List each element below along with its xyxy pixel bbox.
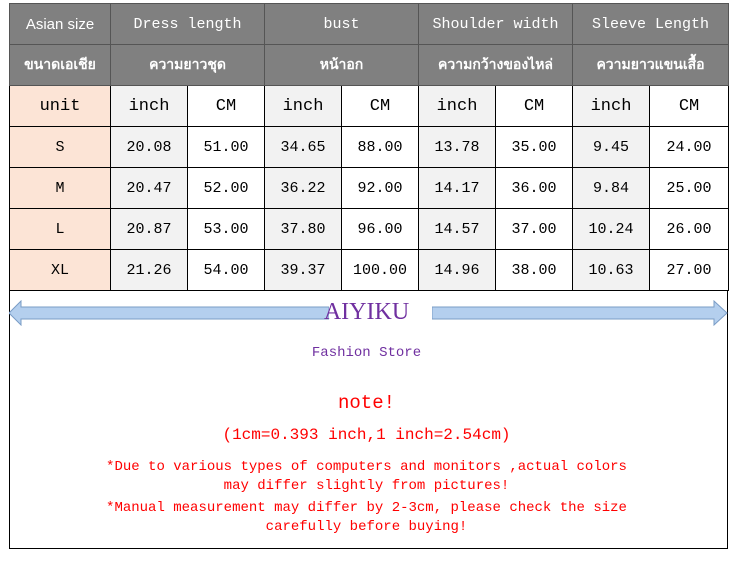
cm-value-cell: 26.00 xyxy=(649,208,730,250)
size-cell: M xyxy=(9,167,111,209)
cm-value-cell: 92.00 xyxy=(340,167,420,209)
inch-value-cell: 20.87 xyxy=(110,208,188,250)
size-chart-table: Asian size Dress length bust Shoulder wi… xyxy=(9,3,730,291)
header-sleeve: Sleeve Length xyxy=(572,3,730,45)
header-shoulder: Shoulder width xyxy=(418,3,574,45)
table-row: S 20.08 51.00 34.65 88.00 13.78 35.00 9.45 24.00 xyxy=(9,126,730,168)
unit-label: unit xyxy=(9,85,111,127)
inch-value-cell: 20.08 xyxy=(110,126,188,168)
inch-value-cell: 20.47 xyxy=(110,167,188,209)
inch-value-cell: 14.96 xyxy=(418,249,497,291)
disclaimer-measure: *Manual measurement may differ by 2-3cm,… xyxy=(106,500,627,516)
table-row: M 20.47 52.00 36.22 92.00 14.17 36.00 9.84 25.00 xyxy=(9,167,730,209)
cm-value-cell: 27.00 xyxy=(649,249,730,291)
right-arrow-icon xyxy=(432,300,728,326)
inch-value-cell: 34.65 xyxy=(264,126,342,168)
brand-name: AIYIKU xyxy=(323,299,410,325)
cm-value-cell: 54.00 xyxy=(187,249,265,291)
header-thai-bust: หน้าอก xyxy=(263,44,420,86)
table-row: L 20.87 53.00 37.80 96.00 14.57 37.00 10.24 26.0… xyxy=(9,208,730,250)
inch-value-cell: 10.24 xyxy=(572,208,651,250)
disclaimer-colors-2: may differ slightly from pictures! xyxy=(223,478,510,494)
unit-inch: inch xyxy=(110,85,188,127)
size-cell: XL xyxy=(9,249,111,291)
header-size: Asian size xyxy=(9,3,111,45)
inch-value-cell: 9.45 xyxy=(572,126,651,168)
cm-value-cell: 35.00 xyxy=(495,126,574,168)
left-arrow-icon xyxy=(9,300,329,326)
header-thai-shoulder: ความกว้างของไหล่ xyxy=(418,44,574,86)
size-cell: S xyxy=(9,126,111,168)
header-thai-sleeve: ความยาวแขนเสื้อ xyxy=(572,44,730,86)
inch-value-cell: 37.80 xyxy=(264,208,342,250)
cm-value-cell: 25.00 xyxy=(649,167,730,209)
cm-value-cell: 100.00 xyxy=(340,249,420,291)
note-title: note! xyxy=(337,392,395,414)
unit-cm: CM xyxy=(495,85,574,127)
inch-value-cell: 9.84 xyxy=(572,167,651,209)
header-thai-row: ขนาดเอเชีย ความยาวชุด หน้าอก ความกว้างขอ… xyxy=(9,44,730,86)
header-dress-length: Dress length xyxy=(110,3,265,45)
inch-value-cell: 13.78 xyxy=(418,126,497,168)
size-cell: L xyxy=(9,208,111,250)
cm-value-cell: 53.00 xyxy=(187,208,265,250)
inch-value-cell: 36.22 xyxy=(264,167,342,209)
unit-row: unit inch CM inch CM inch CM inch CM xyxy=(9,85,730,127)
cm-value-cell: 52.00 xyxy=(187,167,265,209)
disclaimer-colors: *Due to various types of computers and m… xyxy=(106,459,627,475)
unit-cm: CM xyxy=(187,85,265,127)
inch-value-cell: 14.57 xyxy=(418,208,497,250)
cm-value-cell: 51.00 xyxy=(187,126,265,168)
header-thai-dress: ความยาวชุด xyxy=(110,44,265,86)
unit-cm: CM xyxy=(649,85,730,127)
unit-inch: inch xyxy=(572,85,651,127)
header-bust: bust xyxy=(263,3,420,45)
inch-value-cell: 21.26 xyxy=(110,249,188,291)
conversion-text: (1cm=0.393 inch,1 inch=2.54cm) xyxy=(222,426,511,444)
header-row: Asian size Dress length bust Shoulder wi… xyxy=(9,3,730,45)
cm-value-cell: 24.00 xyxy=(649,126,730,168)
cm-value-cell: 36.00 xyxy=(495,167,574,209)
store-name: Fashion Store xyxy=(311,345,422,361)
cm-value-cell: 88.00 xyxy=(340,126,420,168)
footer-box xyxy=(9,291,728,549)
unit-cm: CM xyxy=(340,85,420,127)
header-thai-size: ขนาดเอเชีย xyxy=(9,44,111,86)
inch-value-cell: 14.17 xyxy=(418,167,497,209)
inch-value-cell: 39.37 xyxy=(264,249,342,291)
inch-value-cell: 10.63 xyxy=(572,249,651,291)
disclaimer-measure-2: carefully before buying! xyxy=(265,519,468,535)
cm-value-cell: 38.00 xyxy=(495,249,574,291)
table-row: XL 21.26 54.00 39.37 100.00 14.96 38.00 10.63 27… xyxy=(9,249,730,291)
unit-inch: inch xyxy=(418,85,497,127)
unit-inch: inch xyxy=(264,85,342,127)
cm-value-cell: 96.00 xyxy=(340,208,420,250)
cm-value-cell: 37.00 xyxy=(495,208,574,250)
